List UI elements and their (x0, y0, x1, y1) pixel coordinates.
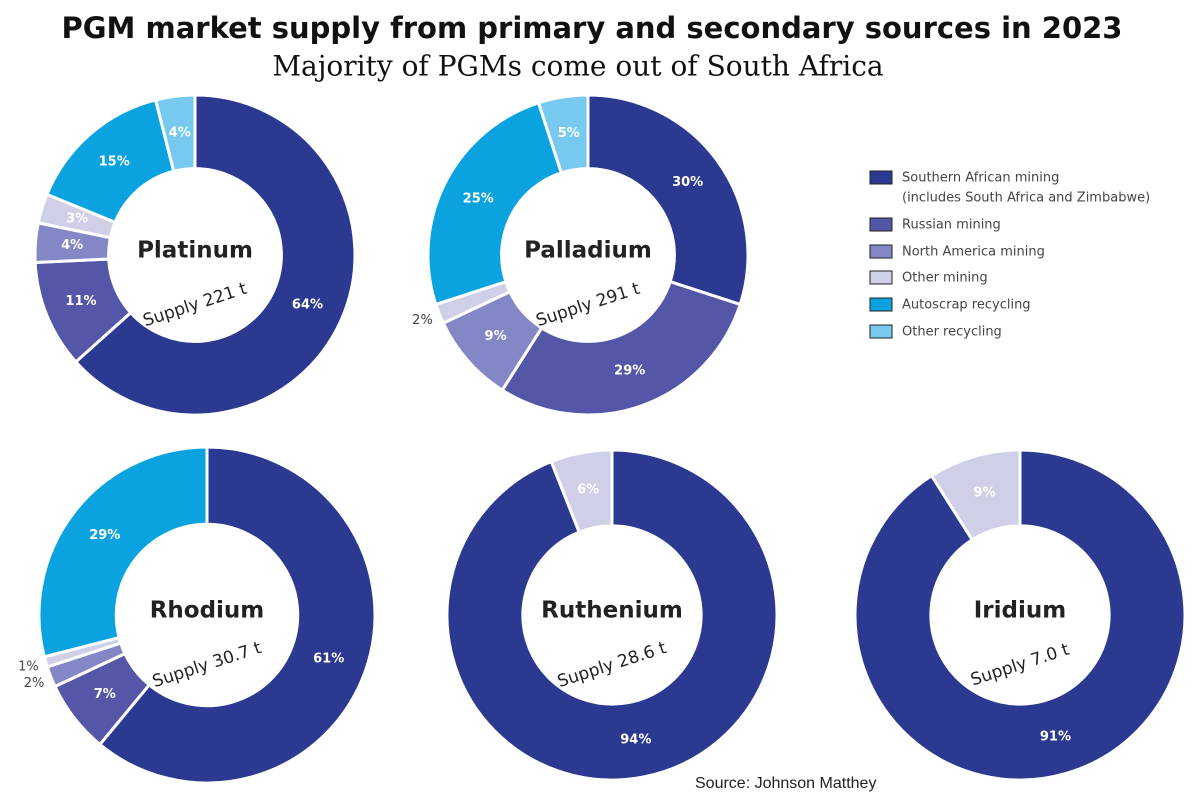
donut-segment (536, 93, 590, 175)
donut-segment (73, 93, 357, 417)
data-label: 5% (558, 126, 580, 141)
data-label: 7% (94, 687, 116, 702)
data-label: 61% (313, 651, 344, 666)
legend-swatch (869, 170, 893, 185)
donut-segment (929, 448, 1022, 542)
legend-swatch (869, 324, 893, 339)
legend-label: Other recycling (902, 325, 1002, 340)
legend-swatch (869, 270, 893, 285)
data-label: 25% (463, 192, 494, 207)
data-label: 6% (577, 483, 599, 498)
legend-label: Southern African mining (902, 171, 1059, 186)
donut-segment (97, 445, 377, 785)
data-label: 9% (974, 485, 996, 500)
data-label: 94% (620, 732, 651, 747)
data-label: 29% (614, 363, 645, 378)
donut-name: Ruthenium (541, 598, 683, 624)
legend-swatch (869, 217, 893, 232)
data-label: 2% (24, 676, 45, 691)
data-label: 2% (412, 313, 433, 328)
data-label: 11% (65, 294, 96, 309)
donut-segment (426, 100, 564, 307)
donut-segment (853, 448, 1187, 782)
donut-subtitle: Supply 28.6 t (555, 638, 669, 692)
data-label: 4% (169, 125, 191, 140)
donut-name: Palladium (524, 238, 652, 264)
data-label: 29% (89, 528, 120, 543)
data-label: 9% (485, 329, 507, 344)
source: Source: Johnson Matthey (695, 775, 876, 792)
donut-segment (445, 448, 779, 782)
legend-swatch (869, 244, 893, 259)
subtitle: Majority of PGMs come out of South Afric… (272, 50, 883, 83)
legend-label: Other mining (902, 271, 988, 286)
legend-label: North America mining (902, 245, 1045, 260)
title: PGM market supply from primary and secon… (62, 11, 1123, 45)
data-label: 3% (66, 212, 88, 227)
donut-subtitle: Supply 221 t (141, 279, 250, 331)
data-label: 4% (61, 238, 83, 253)
legend-swatch (869, 297, 893, 312)
data-label: 30% (672, 175, 703, 190)
donut-subtitle: Supply 30.7 t (150, 638, 264, 692)
donut-subtitle: Supply 7.0 t (968, 640, 1072, 691)
data-label: 1% (18, 659, 39, 674)
legend-label: Autoscrap recycling (902, 298, 1031, 313)
donut-name: Iridium (974, 598, 1066, 624)
legend-label: Russian mining (902, 218, 1001, 233)
donut-segment (500, 279, 743, 417)
donut-name: Platinum (137, 238, 253, 264)
donut-segment (37, 445, 209, 659)
legend-note: (includes South Africa and Zimbabwe) (902, 191, 1150, 206)
donut-subtitle: Supply 291 t (534, 279, 643, 331)
donut-name: Rhodium (150, 598, 265, 624)
donut-segment (153, 93, 197, 174)
data-label: 91% (1040, 730, 1071, 745)
donut-segment (549, 448, 614, 535)
donut-segment (586, 93, 750, 307)
data-label: 64% (292, 298, 323, 313)
data-label: 15% (99, 155, 130, 170)
